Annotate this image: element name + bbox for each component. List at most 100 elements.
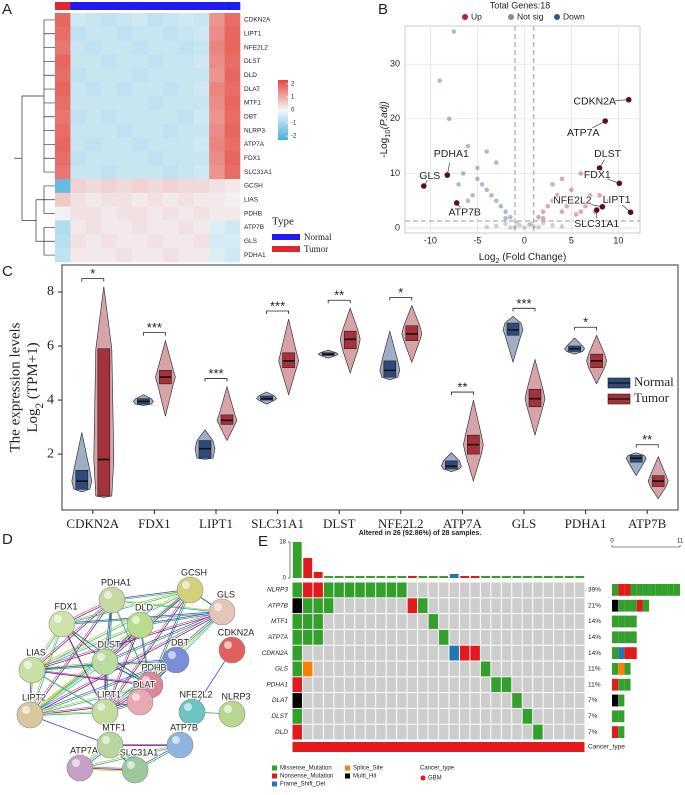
edge [30,660,177,716]
empty-cell [470,661,480,677]
box [445,460,458,470]
edge [31,611,222,670]
count-segment [618,599,625,612]
empty-cell [302,724,313,740]
heat-cell [162,68,179,83]
empty-cell [470,598,480,614]
node-highlight [22,706,30,714]
empty-cell [575,677,585,693]
empty-cell [407,582,418,598]
mutation-cell [344,582,355,598]
heat-cell [193,179,210,194]
empty-cell [512,661,522,677]
empty-cell [418,629,428,645]
chart-title: Total Genes:18 [490,0,551,10]
empty-cell [501,693,512,708]
empty-cell [459,677,470,693]
x-tick-label: 0 [522,235,527,245]
point [470,193,475,198]
heat-cell [132,220,148,235]
heat-cell [178,82,195,97]
heat-cell [70,109,87,124]
empty-cell [386,645,397,661]
empty-cell [418,661,428,677]
tmb-bar [491,576,501,578]
heat-cell [55,109,71,124]
node-highlight [72,759,80,767]
x-tick-label: NFE2L2 [378,516,424,531]
empty-cell [554,724,564,740]
percent-label: 14% [588,650,601,657]
empty-cell [334,724,344,740]
empty-cell [554,645,564,661]
edge [150,612,223,686]
count-segment [618,631,625,644]
empty-cell [554,708,564,724]
plot-area [404,25,641,234]
tmb-bar [523,576,532,578]
heat-cell [55,165,71,180]
empty-cell [512,724,522,740]
empty-cell [522,677,533,693]
empty-cell [491,598,501,614]
heat-cell [85,96,102,111]
heat-cell [162,96,179,111]
empty-cell [428,724,438,740]
heat-cell [162,179,179,194]
label-base: Log [25,408,41,433]
point [507,214,513,220]
heat-cell [224,123,241,138]
empty-cell [407,708,418,724]
legend-label: Splice_Site [353,766,384,772]
empty-cell [554,582,564,598]
point [484,149,490,154]
empty-cell [491,724,501,740]
count-segment [630,615,637,628]
mutation-cell [292,645,302,661]
empty-cell [386,677,397,693]
empty-cell [376,598,386,614]
edge [80,745,181,769]
point [465,143,471,149]
point [503,209,508,214]
heat-cell [101,220,117,235]
empty-cell [480,708,491,724]
empty-cell [365,629,376,645]
heat-cell [224,192,241,207]
tmb-bar [428,576,438,578]
heat-cell [85,13,102,28]
point [536,214,541,220]
heat-cell [193,68,210,83]
point-label: LIPT1 [603,194,631,206]
heat-cell [85,40,102,55]
top-tick-label: 0 [283,576,287,582]
empty-cell [575,582,585,598]
empty-cell [386,598,397,614]
empty-cell [344,645,355,661]
empty-cell [533,693,543,708]
heat-cell [209,109,225,124]
sig-bracket [635,444,659,448]
empty-cell [376,661,386,677]
count-segment [661,584,668,596]
heat-cell [193,26,210,41]
empty-cell [512,629,522,645]
point [569,198,574,204]
heat-cell [193,206,210,221]
empty-cell [575,598,585,614]
gene-label: MTF1 [271,618,288,625]
point-label: CDKN2A [573,96,616,108]
empty-cell [397,693,407,708]
empty-cell [564,629,575,645]
heat-cell [147,109,164,124]
empty-cell [386,724,397,740]
heat-cell [85,220,102,235]
empty-cell [449,598,459,614]
empty-cell [543,693,554,708]
node [126,611,154,639]
empty-cell [418,677,428,693]
node-label: PDHA1 [101,577,131,587]
count-segment [630,631,637,644]
x-tick-label: ATP7A [443,516,483,531]
empty-cell [323,708,334,724]
